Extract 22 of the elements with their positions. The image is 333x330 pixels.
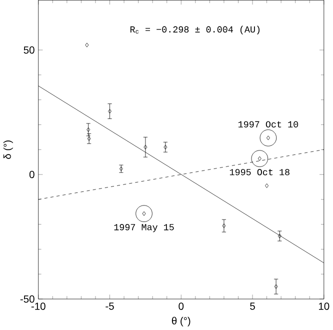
y-tick-label: 0 xyxy=(29,170,34,178)
x-tick-label: -10 xyxy=(31,302,46,310)
point xyxy=(85,42,89,48)
annotation: 1997 May 15 xyxy=(114,224,174,232)
x-tick-label: 5 xyxy=(250,302,255,310)
point xyxy=(278,234,282,238)
x-tick-label: 10 xyxy=(318,302,330,310)
y-tick-label: -50 xyxy=(20,295,34,303)
point xyxy=(108,109,112,114)
point xyxy=(144,144,148,150)
x-tick-label: -5 xyxy=(106,302,114,310)
x-tick-label: 0 xyxy=(178,302,184,310)
point xyxy=(274,284,278,289)
annotation: 1995 Oct 18 xyxy=(230,169,290,176)
point xyxy=(222,224,226,228)
y-tick-label: 50 xyxy=(24,46,34,54)
x-axis-title: θ (°) xyxy=(172,316,190,327)
y-axis-title: δ (°) xyxy=(3,140,13,159)
point xyxy=(265,184,269,188)
annotation: R$_{c}$ = −0.298 ± 0.004 (AU) xyxy=(130,26,260,34)
point xyxy=(164,144,168,150)
annotation: 1997 Oct 10 xyxy=(238,121,298,128)
